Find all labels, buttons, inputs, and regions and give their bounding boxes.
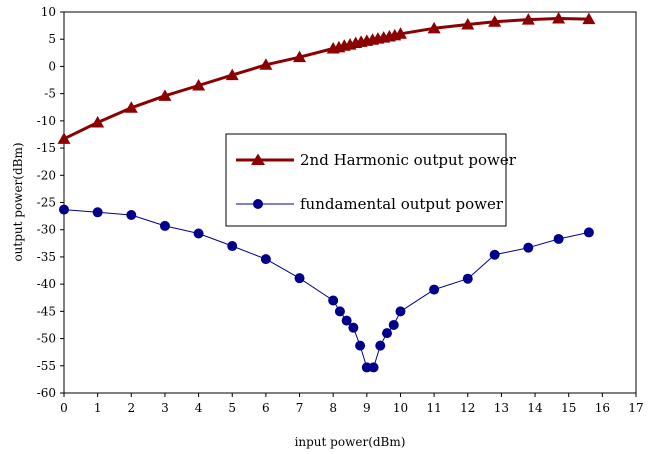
data-point — [158, 89, 172, 101]
data-point — [388, 319, 399, 330]
x-tick-label: 13 — [494, 401, 509, 415]
y-tick-label: -45 — [37, 304, 56, 318]
data-point — [488, 15, 502, 27]
x-tick-label: 3 — [161, 401, 169, 415]
y-tick-label: -10 — [37, 114, 56, 128]
x-axis: 0 1 2 3 4 5 6 7 8 9 10 11 12 13 14 15 16 17 — [60, 393, 644, 415]
y-tick-label: -40 — [37, 277, 56, 291]
data-point — [375, 340, 386, 351]
data-point — [553, 233, 564, 244]
x-tick-label: 11 — [426, 401, 441, 415]
data-point — [395, 306, 406, 317]
data-point — [293, 50, 307, 63]
x-tick-label: 14 — [527, 401, 543, 415]
x-tick-label: 17 — [628, 401, 643, 415]
data-point — [260, 254, 271, 265]
data-point — [341, 315, 352, 326]
y-axis: 10 5 0 -5 -10 -15 -20 -25 -30 -35 -40 -45 -50 -55 -60 — [37, 5, 64, 400]
data-point — [126, 210, 137, 221]
x-tick-label: 10 — [393, 401, 408, 415]
x-tick-label: 9 — [363, 401, 371, 415]
data-point — [294, 273, 305, 284]
data-point — [393, 27, 407, 39]
data-point — [259, 58, 273, 70]
data-point — [225, 68, 239, 81]
legend: 2nd Harmonic output power fundamental ou… — [225, 133, 517, 227]
data-point — [461, 18, 475, 30]
x-tick-label: 0 — [60, 401, 68, 415]
x-tick-label: 15 — [561, 401, 576, 415]
data-point — [355, 340, 366, 351]
legend-marker-harmonic — [251, 153, 265, 165]
data-point — [489, 249, 500, 260]
y-tick-label: 0 — [48, 59, 56, 73]
y-tick-label: 5 — [48, 32, 56, 46]
x-tick-label: 5 — [228, 401, 236, 415]
y-tick-label: -35 — [37, 250, 56, 264]
x-tick-label: 16 — [595, 401, 610, 415]
x-tick-label: 8 — [329, 401, 337, 415]
x-tick-label: 12 — [460, 401, 475, 415]
y-tick-label: -25 — [37, 196, 56, 210]
data-point — [368, 362, 379, 373]
y-tick-label: -15 — [37, 141, 56, 155]
y-axis-label: output power(dBm) — [11, 142, 25, 261]
legend-label-harmonic: 2nd Harmonic output power — [300, 151, 517, 169]
data-point — [427, 21, 441, 34]
x-tick-label: 6 — [262, 401, 270, 415]
y-tick-label: -5 — [44, 87, 56, 101]
data-point — [57, 132, 71, 144]
y-tick-label: -50 — [37, 332, 56, 346]
data-point — [91, 115, 105, 128]
series-layer — [57, 12, 596, 373]
x-tick-label: 2 — [127, 401, 135, 415]
data-point — [582, 12, 596, 25]
y-tick-label: -30 — [37, 223, 56, 237]
data-point — [462, 273, 473, 284]
y-tick-label: -60 — [37, 386, 56, 400]
legend-label-fundamental: fundamental output power — [300, 195, 504, 213]
y-tick-label: 10 — [41, 5, 56, 19]
y-tick-label: -55 — [37, 359, 56, 373]
x-axis-label: input power(dBm) — [295, 435, 406, 449]
data-point — [583, 227, 594, 238]
data-point — [334, 306, 345, 317]
x-tick-label: 4 — [195, 401, 203, 415]
data-point — [227, 241, 238, 252]
data-point — [382, 328, 393, 339]
data-point — [523, 242, 534, 253]
data-point — [521, 13, 535, 25]
data-point — [59, 204, 69, 215]
data-point — [124, 101, 138, 113]
y-tick-label: -20 — [37, 168, 56, 182]
data-point — [192, 78, 206, 91]
data-point — [348, 322, 359, 333]
data-point — [429, 284, 440, 295]
legend-box — [225, 133, 507, 227]
x-tick-label: 7 — [296, 401, 304, 415]
legend-marker-fundamental — [253, 199, 263, 209]
data-point — [92, 207, 103, 218]
data-point — [328, 295, 339, 306]
data-point — [552, 12, 566, 24]
data-point — [193, 228, 204, 239]
data-point — [159, 220, 170, 231]
x-tick-label: 1 — [94, 401, 102, 415]
